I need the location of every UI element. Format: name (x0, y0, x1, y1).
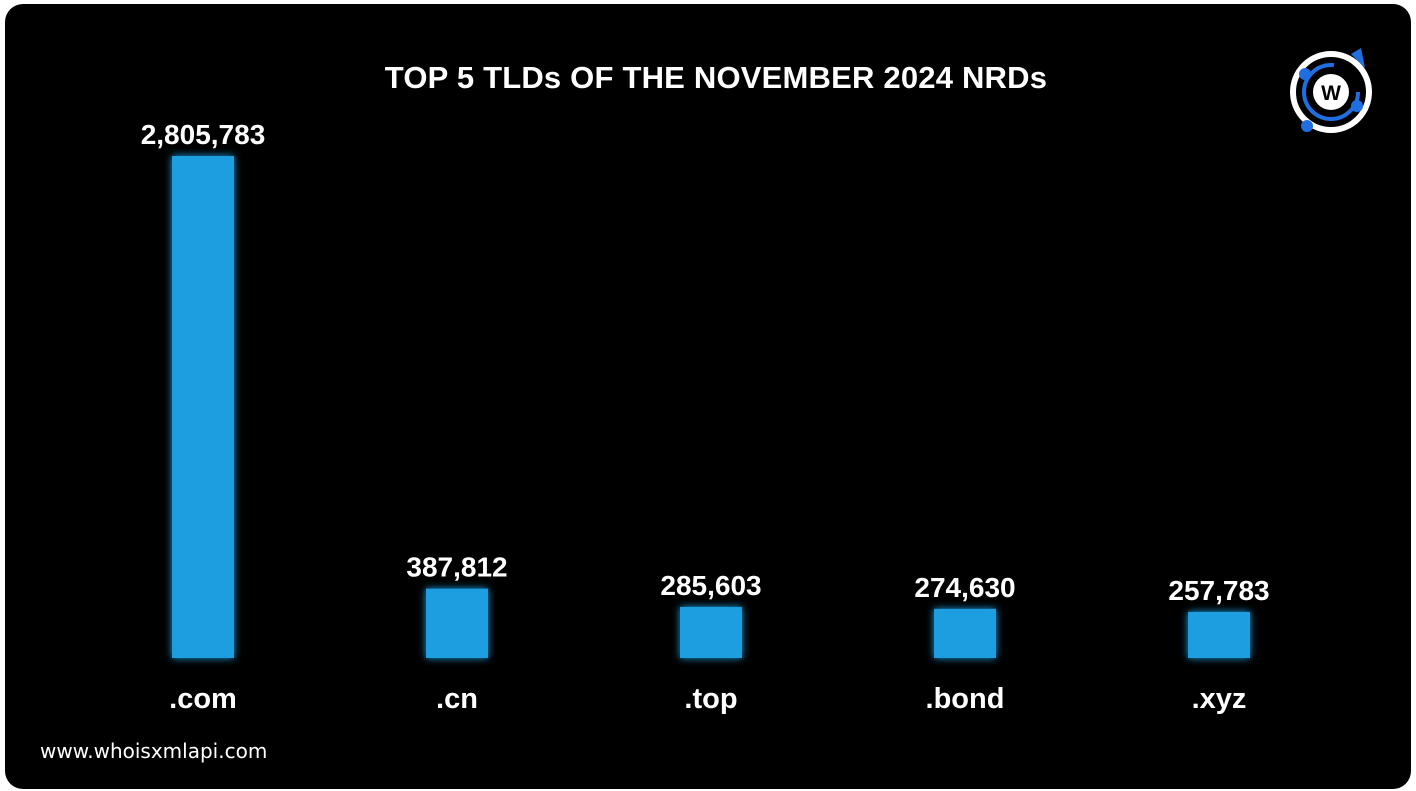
value-label: 257,783 (1168, 575, 1269, 606)
category-label: .top (684, 683, 737, 715)
bar-chart: 2,805,783 .com 387,812 .cn 285,603 .top 274,63… (141, 119, 1270, 715)
category-label: .cn (436, 683, 478, 715)
bar-xyz (1188, 611, 1250, 658)
value-label: 274,630 (914, 572, 1015, 603)
bar-com (172, 156, 234, 658)
category-label: .com (169, 683, 237, 715)
bar-bond (934, 608, 996, 658)
value-label: 2,805,783 (141, 119, 266, 150)
value-label: 387,812 (406, 552, 507, 583)
value-label: 285,603 (660, 570, 761, 601)
bar-top (680, 606, 742, 658)
category-label: .xyz (1192, 683, 1247, 715)
chart-title: TOP 5 TLDs OF THE NOVEMBER 2024 NRDs (384, 60, 1048, 95)
website-url: www.whoisxmlapi.com (40, 739, 268, 763)
bar-cn (426, 588, 488, 658)
logo-letter: W (1321, 82, 1341, 105)
chart-card: TOP 5 TLDs OF THE NOVEMBER 2024 NRDs W 2… (5, 4, 1411, 789)
whoisxmlapi-logo-icon: W (1290, 48, 1372, 133)
category-label: .bond (926, 683, 1005, 715)
